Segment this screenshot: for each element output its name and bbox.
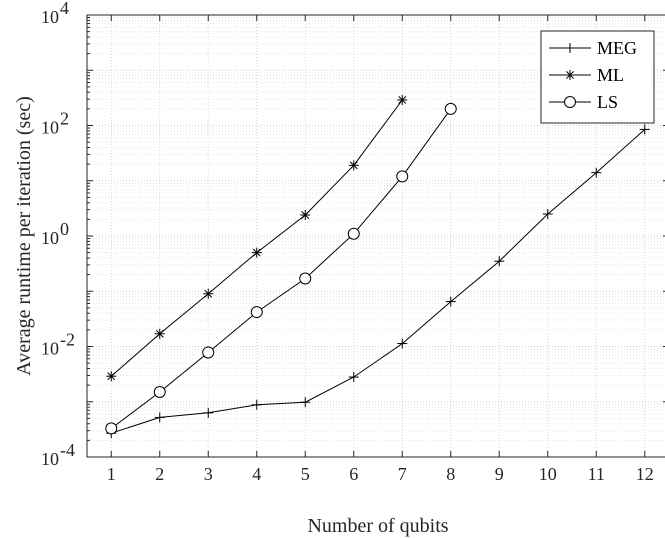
series-group <box>105 94 650 439</box>
x-tick-label: 4 <box>252 464 261 484</box>
marker-stroke <box>155 329 164 338</box>
data-point-ml <box>251 247 262 258</box>
x-tick-label: 7 <box>398 464 407 484</box>
x-axis-label: Number of qubits <box>307 515 448 537</box>
data-point-ls <box>105 422 118 435</box>
legend-label-meg: MEG <box>597 38 637 58</box>
marker-circle <box>202 346 215 359</box>
x-tick-label: 5 <box>301 464 310 484</box>
data-point-meg <box>542 209 553 220</box>
data-point-meg <box>445 296 456 307</box>
grid <box>87 15 665 458</box>
y-tick-label-exponent: 2 <box>60 109 69 129</box>
y-tick-label: 10 <box>41 228 59 248</box>
marker-circle <box>564 96 576 108</box>
series-ml <box>106 94 408 382</box>
y-tick-label-exponent: 4 <box>60 0 69 18</box>
data-point-meg <box>203 407 214 418</box>
marker-circle <box>444 102 457 115</box>
legend: MEG ML LS <box>540 30 655 124</box>
legend-marker-meg <box>565 43 575 53</box>
y-tick-label-exponent: -2 <box>60 330 75 350</box>
legend-box <box>540 30 655 124</box>
x-tick-label: 2 <box>155 464 164 484</box>
marker-circle <box>299 272 312 285</box>
x-tick-labels: 1 2 3 4 5 6 7 8 9 10 11 12 <box>107 464 654 484</box>
ticks <box>87 15 665 458</box>
marker-circle <box>396 170 409 183</box>
marker-stroke <box>566 71 574 79</box>
series-line-meg <box>111 129 646 434</box>
x-tick-label: 10 <box>539 464 557 484</box>
x-tick-label: 3 <box>204 464 213 484</box>
y-tick-label: 10 <box>41 118 59 138</box>
legend-item-ls: LS <box>549 92 618 112</box>
y-tick-label-exponent: -4 <box>60 440 75 460</box>
y-tick-label-exponent: 0 <box>60 219 69 239</box>
data-point-ls <box>153 386 166 399</box>
marker-stroke <box>107 372 116 381</box>
x-tick-label: 6 <box>349 464 358 484</box>
x-tick-label: 1 <box>107 464 116 484</box>
legend-item-ml: ML <box>549 65 624 85</box>
series-ls <box>105 102 457 435</box>
x-tick-label: 8 <box>446 464 455 484</box>
data-point-ls <box>202 346 215 359</box>
data-point-meg <box>251 399 262 410</box>
series-meg <box>106 124 650 439</box>
data-point-meg <box>591 167 602 178</box>
marker-circle <box>105 422 118 435</box>
y-tick-label: 10 <box>41 339 59 359</box>
y-tick-label: 10 <box>41 7 59 27</box>
marker-stroke <box>398 95 407 104</box>
marker-circle <box>250 306 263 319</box>
data-point-meg <box>639 124 650 135</box>
data-point-ml <box>300 209 311 220</box>
data-point-ls <box>250 306 263 319</box>
data-point-ls <box>347 227 360 240</box>
data-point-ml <box>203 288 214 299</box>
data-point-ml <box>106 371 117 382</box>
legend-marker-ls <box>564 96 576 108</box>
data-point-ml <box>154 328 165 339</box>
marker-stroke <box>252 248 261 257</box>
legend-label-ml: ML <box>597 65 624 85</box>
series-line-ls <box>110 108 452 429</box>
x-tick-label: 9 <box>495 464 504 484</box>
data-point-ml <box>397 94 408 105</box>
data-point-ls <box>396 170 409 183</box>
data-point-meg <box>154 412 165 423</box>
x-tick-label: 12 <box>636 464 654 484</box>
marker-circle <box>153 386 166 399</box>
data-point-meg <box>300 397 311 408</box>
x-tick-label: 11 <box>588 464 605 484</box>
data-point-meg <box>494 256 505 267</box>
data-point-ls <box>444 102 457 115</box>
marker-stroke <box>349 161 358 170</box>
data-point-ls <box>299 272 312 285</box>
legend-marker-ml <box>565 70 575 80</box>
y-tick-label: 10 <box>41 449 59 469</box>
marker-stroke <box>204 289 213 298</box>
marker-stroke <box>301 211 310 219</box>
data-point-ml <box>348 160 359 171</box>
legend-item-meg: MEG <box>549 38 637 58</box>
marker-circle <box>347 227 360 240</box>
y-axis-label: Average runtime per iteration (sec) <box>13 96 35 376</box>
data-point-meg <box>397 338 408 349</box>
legend-label-ls: LS <box>597 92 618 112</box>
data-point-meg <box>348 372 359 383</box>
